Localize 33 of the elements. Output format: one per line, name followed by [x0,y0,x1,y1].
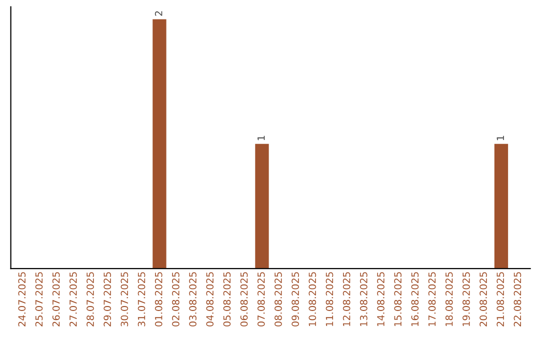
x-tick-label: 29.07.2025 [104,272,112,326]
x-tick-label: 03.08.2025 [189,272,196,326]
x-tick-label: 28.07.2025 [86,272,94,326]
x-tick-label: 21.08.2025 [496,272,504,326]
x-tick-label: 09.08.2025 [292,272,299,326]
x-tick-label: 24.07.2025 [18,272,26,326]
x-tick-label: 07.08.2025 [257,272,265,326]
x-tick-label: 16.08.2025 [411,272,419,326]
data-label: 1 [496,136,504,140]
x-tick-label: 01.08.2025 [154,272,162,326]
x-tick-label: 14.08.2025 [377,272,384,326]
data-label: 2 [154,11,162,16]
x-tick-label: 20.08.2025 [480,272,487,326]
x-tick-label: 27.07.2025 [69,272,77,326]
x-tick-label: 22.08.2025 [514,272,522,326]
x-tick-label: 10.08.2025 [308,272,316,326]
x-tick-label: 08.08.2025 [274,272,282,326]
x-tick-label: 05.08.2025 [223,272,231,326]
data-label: 1 [258,136,265,140]
x-tick-label: 15.08.2025 [394,272,402,326]
x-tick-label: 31.07.2025 [138,272,146,326]
x-tick-label: 17.08.2025 [428,272,436,326]
x-tick-label: 12.08.2025 [342,272,350,326]
x-tick-label: 02.08.2025 [172,272,180,326]
x-tick-label: 11.08.2025 [326,272,334,326]
x-tick-label: 18.08.2025 [445,272,453,326]
x-tick-label: 26.07.2025 [52,272,60,326]
x-tick-label: 25.07.2025 [35,272,43,326]
x-tick-label: 19.08.2025 [462,272,470,326]
x-tick-label: 04.08.2025 [206,272,214,326]
x-tick-label: 13.08.2025 [360,272,368,326]
x-tick-label: 30.07.2025 [120,272,128,326]
x-tick-label: 06.08.2025 [240,272,248,326]
